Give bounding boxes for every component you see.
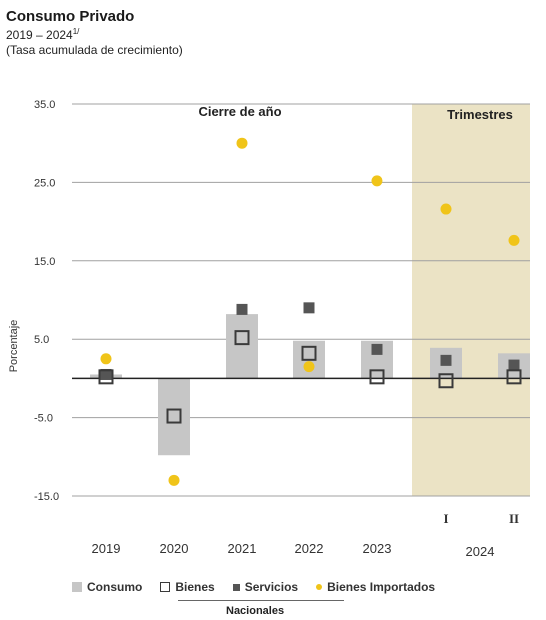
panel-label-trimestres: Trimestres	[447, 107, 513, 122]
legend-item-servicios: Servicios	[232, 580, 299, 594]
bar-consumo	[226, 314, 258, 379]
marker-bienes	[234, 330, 250, 346]
legend-group-label: Nacionales	[226, 605, 285, 617]
y-tick-label: 5.0	[34, 334, 49, 346]
marker-bienes	[301, 345, 317, 361]
panel-label-cierre: Cierre de año	[198, 104, 281, 119]
chart-subtitle: 2019 – 20241/	[6, 27, 79, 42]
legend-item-consumo: Consumo	[72, 580, 142, 594]
marker-importados	[168, 474, 180, 486]
marker-importados	[100, 353, 112, 365]
x-group-label: 2024	[466, 544, 495, 559]
marker-bienes	[369, 369, 385, 385]
chart-note: (Tasa acumulada de crecimiento)	[6, 43, 183, 57]
y-tick-label: -15.0	[34, 491, 59, 503]
marker-importados	[508, 234, 520, 246]
y-tick-label: 25.0	[34, 177, 55, 189]
marker-bienes	[98, 369, 114, 385]
marker-importados	[236, 137, 248, 149]
marker-servicios	[100, 368, 112, 380]
x-tick-label: 2020	[160, 541, 189, 556]
x-tick-label: II	[509, 511, 519, 526]
x-tick-label: 2019	[92, 541, 121, 556]
legend-label-servicios: Servicios	[244, 580, 299, 594]
legend-label-bienes: Bienes	[175, 580, 215, 594]
legend: Consumo Bienes Servicios Bienes Importad…	[72, 580, 453, 594]
y-tick-label: -5.0	[34, 413, 53, 425]
marker-bienes	[506, 369, 522, 385]
panel-shade-trimestres	[412, 104, 530, 496]
legend-swatch-bienes	[160, 582, 171, 592]
legend-swatch-servicios	[232, 583, 240, 591]
marker-bienes	[166, 408, 182, 424]
legend-swatch-consumo	[72, 582, 82, 592]
legend-label-consumo: Consumo	[87, 580, 143, 594]
y-axis-label: Porcentaje	[8, 320, 20, 373]
marker-bienes	[438, 373, 454, 389]
chart-title: Consumo Privado	[6, 8, 135, 25]
bar-consumo	[158, 378, 190, 456]
x-tick-label: 2022	[295, 541, 324, 556]
y-tick-label: 35.0	[34, 99, 55, 111]
nacionales-bracket	[178, 600, 344, 601]
legend-item-bienes: Bienes	[160, 580, 215, 594]
marker-servicios	[236, 303, 248, 315]
marker-servicios	[371, 343, 383, 355]
x-tick-label: 2021	[228, 541, 257, 556]
x-tick-label: 2023	[363, 541, 392, 556]
subtitle-years: 2019 – 2024	[6, 28, 73, 42]
legend-item-importados: Bienes Importados	[316, 580, 435, 594]
x-tick-label: I	[443, 511, 448, 526]
legend-label-importados: Bienes Importados	[327, 580, 436, 594]
y-tick-label: 15.0	[34, 256, 55, 268]
marker-servicios	[303, 302, 315, 314]
legend-swatch-importados	[316, 584, 323, 590]
marker-servicios	[508, 359, 520, 371]
chart-svg: 35.0 25.0 15.0 5.0 -5.0 -15.0 Cierre de año Tri…	[8, 99, 530, 559]
marker-servicios	[440, 354, 452, 366]
marker-importados	[371, 175, 383, 187]
marker-importados	[440, 203, 452, 215]
marker-importados	[303, 361, 315, 373]
subtitle-footnote: 1/	[72, 27, 80, 36]
